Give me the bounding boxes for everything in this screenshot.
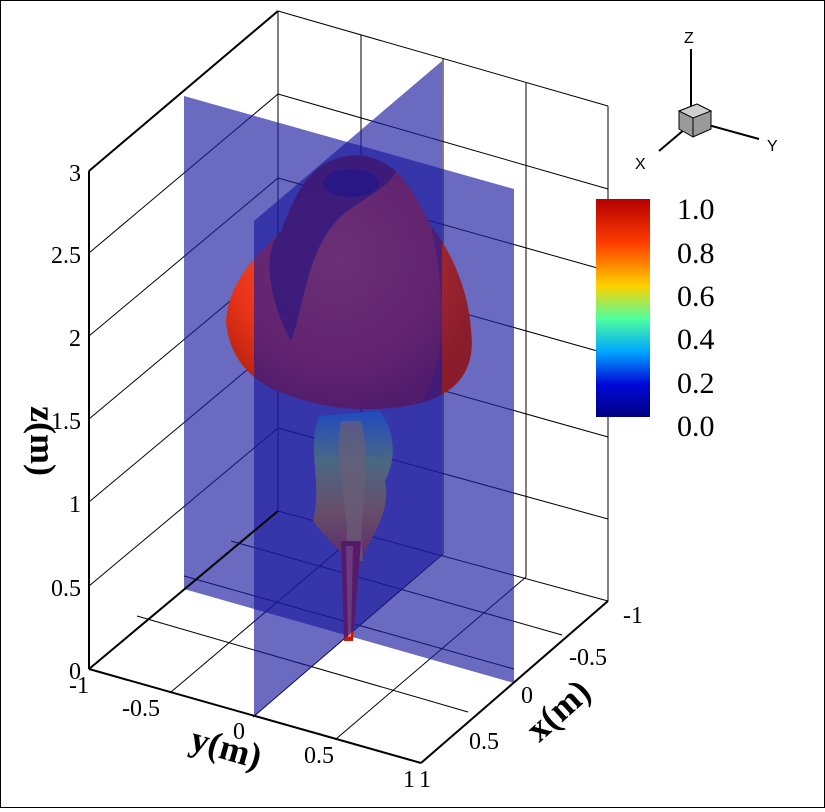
colorbar-tick: 0.4 — [677, 323, 715, 356]
z-axis: 0 0.5 1 1.5 2 2.5 3 z(m) — [23, 161, 81, 685]
y-tick: -1 — [69, 673, 89, 699]
y-axis: -1 -0.5 0 0.5 1 y(m) — [69, 673, 415, 793]
x-tick: 1 — [419, 767, 431, 793]
frame-lines — [88, 10, 609, 764]
z-tick: 0.5 — [51, 576, 81, 602]
colorbar-tick: 1.0 — [677, 193, 715, 226]
z-tick: 0 — [69, 659, 81, 685]
z-tick: 1 — [69, 492, 81, 518]
colorbar: 1.0 0.8 0.6 0.4 0.2 0.0 — [596, 193, 715, 443]
y-tick: 0.5 — [304, 743, 334, 769]
z-tick: 2 — [69, 326, 81, 352]
xz-plane — [254, 61, 442, 717]
triad-y-label: Y — [767, 138, 778, 155]
z-tick: 3 — [69, 161, 81, 187]
colorbar-tick: 0.8 — [677, 237, 715, 270]
triad-x-label: X — [635, 156, 646, 173]
z-tick: 1.5 — [51, 409, 81, 435]
colorbar-tick: 0.6 — [677, 280, 715, 313]
y-axis-title: y(m) — [186, 718, 266, 776]
x-tick: -1 — [623, 603, 643, 629]
colorbar-tick: 0.2 — [677, 367, 715, 400]
z-tick: 2.5 — [51, 243, 81, 269]
x-tick: 0 — [521, 683, 533, 709]
orientation-triad: Z Y X — [635, 30, 778, 173]
colorbar-tick: 0.0 — [677, 410, 715, 443]
x-tick: 0.5 — [469, 729, 499, 755]
triad-z-label: Z — [684, 30, 694, 47]
y-tick: -0.5 — [122, 696, 160, 722]
colorbar-gradient — [596, 199, 650, 417]
z-axis-title: z(m) — [23, 406, 63, 476]
x-tick: -0.5 — [569, 645, 607, 671]
y-tick: 0 — [233, 719, 245, 745]
y-tick: 1 — [403, 767, 415, 793]
